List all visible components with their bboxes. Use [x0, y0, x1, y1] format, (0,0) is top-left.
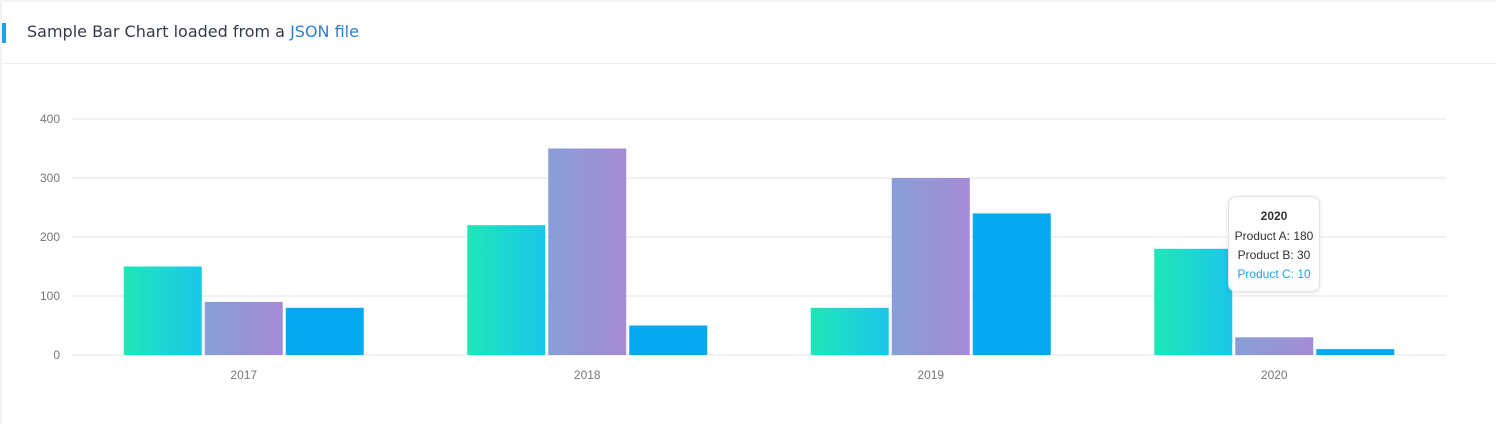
header-accent — [2, 23, 6, 43]
y-axis: 0 100 200 300 400 — [40, 112, 60, 362]
bar-product-c-2017[interactable] — [285, 307, 364, 355]
y-tick-label: 300 — [40, 171, 60, 185]
tooltip-row-product-c: Product C: 10 — [1237, 267, 1311, 281]
bars — [123, 148, 1395, 356]
bar-product-b-2020[interactable] — [1235, 337, 1314, 355]
bar-product-c-2020[interactable] — [1316, 349, 1395, 355]
tooltip-row-product-a: Product A: 180 — [1234, 229, 1314, 243]
x-tick-label: 2020 — [1261, 368, 1288, 382]
bar-product-a-2019[interactable] — [810, 307, 889, 355]
title-text: Sample Bar Chart loaded from a — [27, 22, 291, 41]
tooltip-title: 2020 — [1260, 209, 1288, 223]
bar-product-c-2018[interactable] — [629, 325, 708, 356]
y-tick-label: 0 — [53, 348, 60, 362]
bar-product-a-2018[interactable] — [467, 225, 546, 355]
bar-product-c-2019[interactable] — [972, 213, 1051, 355]
x-tick-label: 2018 — [574, 368, 601, 382]
chart-tooltip: 2020 Product A: 180 Product B: 30 Produc… — [1228, 196, 1320, 292]
bar-product-b-2017[interactable] — [204, 301, 283, 355]
y-tick-label: 400 — [40, 112, 60, 126]
y-tick-label: 100 — [40, 289, 60, 303]
x-axis: 2017 2018 2019 2020 — [230, 368, 1288, 382]
y-tick-label: 200 — [40, 230, 60, 244]
x-tick-label: 2017 — [230, 368, 257, 382]
bar-product-a-2017[interactable] — [123, 266, 202, 356]
card-header: Sample Bar Chart loaded from a JSON file — [2, 2, 1496, 64]
bar-product-b-2018[interactable] — [548, 148, 627, 356]
bar-product-a-2020[interactable] — [1154, 248, 1233, 355]
json-file-link[interactable]: JSON file — [290, 22, 359, 41]
page-title: Sample Bar Chart loaded from a JSON file — [27, 22, 359, 41]
bar-product-b-2019[interactable] — [891, 178, 970, 355]
x-tick-label: 2019 — [917, 368, 944, 382]
tooltip-row-product-b: Product B: 30 — [1237, 248, 1311, 262]
